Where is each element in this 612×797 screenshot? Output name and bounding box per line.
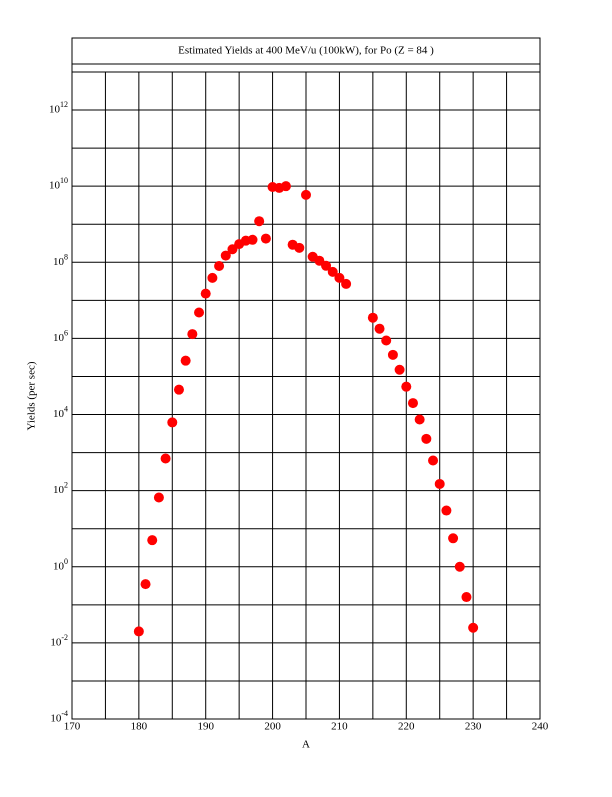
chart-title: Estimated Yields at 400 MeV/u (100kW), f… [178,45,434,57]
point [200,288,211,299]
point [434,478,445,489]
x-tick-label: 170 [64,721,81,733]
point [214,260,225,271]
point [421,433,432,444]
x-tick-label: 230 [465,721,482,733]
point [428,455,439,466]
point [133,626,144,637]
point [153,492,164,503]
point [394,364,405,375]
point [387,349,398,360]
point [194,307,205,318]
y-tick-label: 1010 [49,176,68,192]
point [147,535,158,546]
point [167,417,178,428]
point [341,278,352,289]
point [321,260,332,271]
y-tick-label: 106 [53,328,68,344]
point [381,335,392,346]
x-tick-label: 200 [264,721,281,733]
point [247,234,258,245]
x-tick-label: 190 [197,721,214,733]
point [367,312,378,323]
point [294,242,305,253]
point [187,329,198,340]
x-tick-label: 240 [532,721,549,733]
y-tick-label: 1012 [49,100,68,116]
x-axis-label: A [302,739,310,751]
point [254,216,265,227]
x-tick-label: 220 [398,721,415,733]
point [327,266,338,277]
y-tick-label: 104 [53,404,68,420]
x-tick-label: 210 [331,721,348,733]
point [374,323,385,334]
point [448,533,459,544]
point [414,414,425,425]
point [407,398,418,409]
point [140,579,151,590]
point [441,505,452,516]
point [280,181,291,192]
point [454,561,465,572]
point [220,250,231,261]
y-tick-label: 108 [53,252,68,268]
point [301,189,311,200]
point [160,453,171,464]
point [180,355,191,366]
point [207,272,218,283]
point [260,233,271,244]
point [401,381,412,392]
point [173,384,184,395]
point [461,592,472,603]
y-axis-label: Yields (per sec) [26,361,38,430]
y-tick-label: 10-2 [50,633,68,649]
point [468,622,479,633]
point [334,272,345,283]
y-tick-label: 102 [53,480,68,496]
x-tick-label: 180 [131,721,148,733]
y-tick-label: 100 [53,557,68,573]
